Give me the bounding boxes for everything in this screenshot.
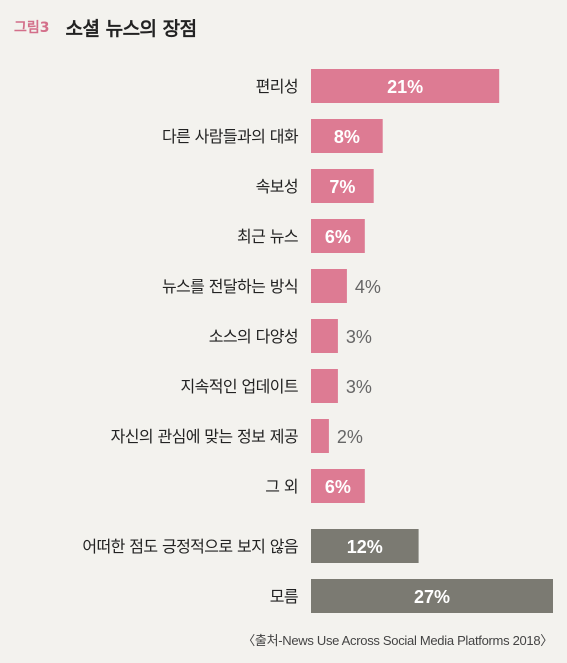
- value-label: 6%: [325, 227, 351, 247]
- value-label: 7%: [329, 177, 355, 197]
- bar: [311, 419, 329, 453]
- figure-label: 그림3: [14, 20, 50, 36]
- bar: [311, 469, 365, 503]
- category-label: 다른 사람들과의 대화: [162, 127, 299, 146]
- bar: [311, 529, 419, 563]
- value-label: 3%: [346, 327, 372, 347]
- category-label: 그 외: [265, 477, 298, 496]
- bar: [311, 169, 374, 203]
- category-label: 소스의 다양성: [209, 327, 298, 346]
- value-label: 27%: [414, 587, 450, 607]
- value-label: 12%: [347, 537, 383, 557]
- category-label: 자신의 관심에 맞는 정보 제공: [111, 427, 298, 446]
- source-note: 〈출처-News Use Across Social Media Platfor…: [242, 633, 553, 648]
- bar: [311, 579, 553, 613]
- category-label: 지속적인 업데이트: [181, 377, 298, 396]
- chart-title: 소셜 뉴스의 장점: [65, 17, 198, 40]
- category-label: 최근 뉴스: [237, 227, 298, 246]
- category-label: 속보성: [256, 177, 298, 196]
- bar-chart: 편리성 21% 다른 사람들과의 대화 8% 속보성 7% 최근 뉴스 6% 뉴스를 전달하는 …: [82, 69, 553, 613]
- category-label: 어떠한 점도 긍정적으로 보지 않음: [82, 537, 298, 556]
- category-label: 모름: [270, 587, 298, 606]
- bar: [311, 119, 383, 153]
- bar: [311, 269, 347, 303]
- value-label: 21%: [387, 77, 423, 97]
- chart-header: 그림3 소셜 뉴스의 장점: [14, 12, 197, 42]
- value-label: 3%: [346, 377, 372, 397]
- value-label: 8%: [334, 127, 360, 147]
- category-label: 편리성: [256, 77, 298, 96]
- bar: [311, 369, 338, 403]
- bar: [311, 69, 500, 103]
- bar: [311, 319, 338, 353]
- value-label: 4%: [355, 277, 381, 297]
- category-label: 뉴스를 전달하는 방식: [162, 277, 298, 296]
- value-label: 6%: [325, 477, 351, 497]
- value-label: 2%: [337, 427, 363, 447]
- bar: [311, 219, 365, 253]
